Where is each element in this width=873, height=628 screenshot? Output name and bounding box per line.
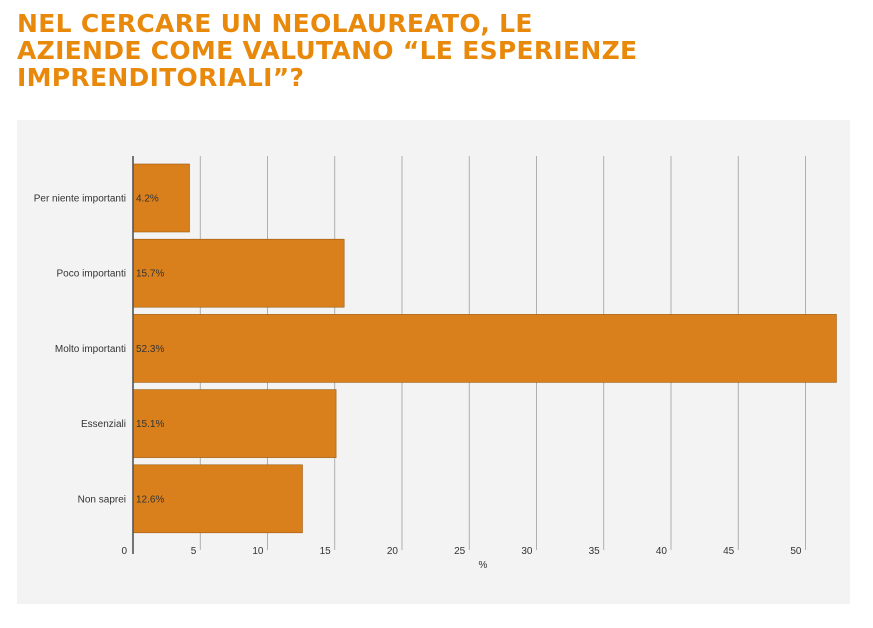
category-label: Non saprei: [78, 494, 126, 505]
category-label: Essenziali: [81, 419, 126, 430]
x-tick-label: 35: [589, 546, 601, 557]
x-tick-label: 30: [521, 546, 533, 557]
data-label: 12.6%: [136, 494, 164, 505]
chart-title: NEL CERCARE UN NEOLAUREATO, LE AZIENDE C…: [17, 9, 638, 92]
category-label: Molto importanti: [55, 344, 126, 355]
data-label: 4.2%: [136, 194, 159, 205]
chart-panel: 4.2% Per niente importanti 15.7% Poco impor…: [17, 120, 850, 604]
x-axis-title: %: [479, 560, 488, 571]
data-label: 15.7%: [136, 269, 164, 280]
x-tick-label: 45: [723, 546, 735, 557]
x-tick-label: 5: [191, 546, 197, 557]
data-label: 52.3%: [136, 344, 164, 355]
category-label: Poco importanti: [57, 269, 126, 280]
bar-chart: 4.2% Per niente importanti 15.7% Poco impor…: [34, 156, 837, 571]
x-tick-label: 0: [121, 546, 127, 557]
bar: [132, 314, 837, 383]
x-tick-label: 10: [252, 546, 264, 557]
x-tick-label: 50: [790, 546, 802, 557]
x-tick-label: 20: [387, 546, 399, 557]
x-tick-label: 15: [320, 546, 332, 557]
x-tick-label: 25: [454, 546, 466, 557]
bar: [132, 238, 345, 308]
bar: [132, 464, 303, 534]
bar: [132, 163, 190, 233]
x-tick-label: 40: [656, 546, 668, 557]
category-label: Per niente importanti: [34, 194, 126, 205]
data-label: 15.1%: [136, 419, 164, 430]
